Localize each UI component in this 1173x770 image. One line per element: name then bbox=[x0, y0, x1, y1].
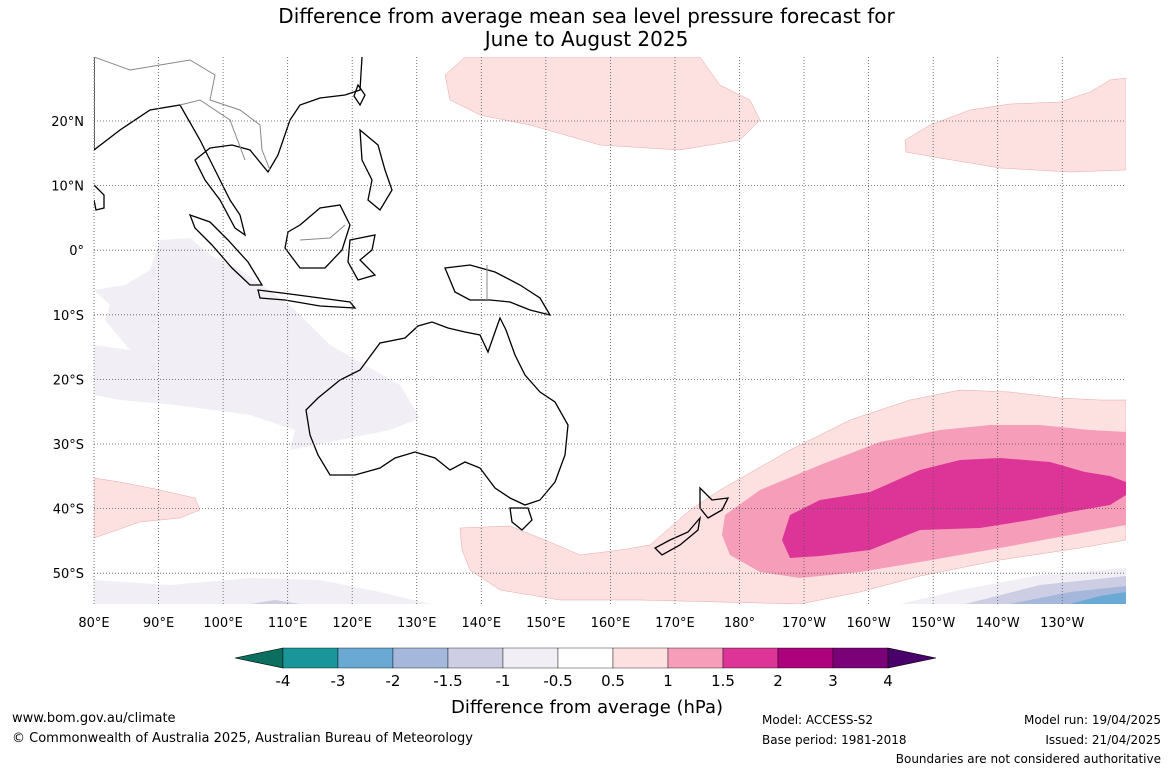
philippines-coastline bbox=[359, 128, 393, 211]
colorbar-tick-label: 3 bbox=[828, 672, 838, 690]
colorbar-bin bbox=[557, 647, 614, 669]
colorbar-tick-label: -2 bbox=[386, 672, 401, 690]
latitude-labels: 20°N 10°N 0° 10°S 20°S 30°S 40°S 50°S bbox=[51, 115, 84, 582]
issued-date: Issued: 21/04/2025 bbox=[1045, 733, 1161, 747]
neg-anomaly-indian-ocean bbox=[94, 238, 420, 450]
new-zealand-north-coastline bbox=[699, 486, 730, 519]
java-coastline bbox=[257, 289, 357, 309]
latitude-label: 0° bbox=[69, 244, 84, 259]
colorbar-bin bbox=[667, 647, 724, 669]
colorbar-under-arrow bbox=[234, 647, 284, 669]
colorbar-tick-label: -3 bbox=[331, 672, 346, 690]
pos-anomaly-north-pacific bbox=[444, 57, 761, 151]
neg-anomaly-southern-east-2 bbox=[1070, 592, 1126, 604]
mainland-se-asia-coastline bbox=[94, 57, 363, 237]
website-link[interactable]: www.bom.gov.au/climate bbox=[12, 711, 176, 726]
new-guinea-coastline bbox=[444, 264, 552, 317]
longitude-label: 80°E bbox=[78, 616, 109, 631]
colorbar-label: Difference from average (hPa) bbox=[451, 697, 723, 718]
graticule bbox=[93, 57, 1126, 604]
colorbar-bin bbox=[777, 647, 834, 669]
colorbar-tick-label: -4 bbox=[276, 672, 291, 690]
australia-coastline bbox=[305, 316, 569, 506]
colorbar-tick-label: -1.5 bbox=[433, 672, 462, 690]
longitude-label: 150°E bbox=[526, 616, 566, 631]
colorbar-over-arrow bbox=[887, 647, 937, 669]
longitude-label: 160°E bbox=[591, 616, 631, 631]
colorbar-bin bbox=[502, 647, 559, 669]
latitude-label: 30°S bbox=[53, 438, 84, 453]
longitude-label: 180° bbox=[724, 616, 755, 631]
colorbar-tick-label: 2 bbox=[773, 672, 783, 690]
colorbar-tick-label: -1 bbox=[496, 672, 511, 690]
new-zealand-south-coastline bbox=[653, 515, 702, 556]
colorbar-tick-label: 1 bbox=[663, 672, 673, 690]
latitude-label: 10°S bbox=[53, 309, 84, 324]
colorbar-bin bbox=[447, 647, 504, 669]
latitude-label: 50°S bbox=[53, 567, 84, 582]
base-period: Base period: 1981-2018 bbox=[762, 733, 907, 747]
longitude-label: 170°W bbox=[782, 616, 826, 631]
colorbar-bin bbox=[832, 647, 889, 669]
longitude-label: 140°E bbox=[462, 616, 502, 631]
sulawesi-coastline bbox=[347, 234, 377, 281]
model-run-date: Model run: 19/04/2025 bbox=[1023, 713, 1161, 727]
borneo-coastline bbox=[284, 204, 351, 269]
colorbar-tick-label: -0.5 bbox=[543, 672, 572, 690]
colorbar-bin bbox=[282, 647, 339, 669]
longitude-label: 140°W bbox=[976, 616, 1020, 631]
longitude-labels: 80°E 90°E 100°E 110°E 120°E 130°E 140°E 150°E 16… bbox=[78, 616, 1084, 631]
sumatra-coastline bbox=[188, 213, 264, 286]
country-borders bbox=[94, 57, 488, 300]
colorbar-tick-label: 1.5 bbox=[711, 672, 735, 690]
colorbar-bin bbox=[612, 647, 669, 669]
sri-lanka-coastline bbox=[94, 184, 105, 211]
longitude-label: 170°E bbox=[655, 616, 695, 631]
latitude-label: 40°S bbox=[53, 503, 84, 518]
latitude-label: 20°S bbox=[53, 373, 84, 388]
pos-anomaly-south-indian bbox=[94, 477, 201, 539]
latitude-label: 20°N bbox=[51, 115, 84, 130]
pos-anomaly-south-pacific-15 bbox=[782, 458, 1126, 558]
longitude-label: 150°W bbox=[911, 616, 955, 631]
longitude-label: 130°W bbox=[1040, 616, 1084, 631]
boundaries-disclaimer: Boundaries are not considered authoritat… bbox=[895, 752, 1161, 766]
tasmania-coastline bbox=[509, 507, 533, 531]
pos-anomaly-northeast-pacific bbox=[904, 77, 1126, 173]
latitude-label: 10°N bbox=[51, 180, 84, 195]
longitude-label: 110°E bbox=[268, 616, 308, 631]
colorbar: -4 -3 -2 -1.5 -1 -0.5 0.5 1 1.5 2 3 4 bbox=[234, 647, 937, 690]
longitude-label: 120°E bbox=[332, 616, 372, 631]
anomaly-shading bbox=[94, 57, 1126, 604]
model-name: Model: ACCESS-S2 bbox=[762, 713, 874, 727]
longitude-label: 160°W bbox=[847, 616, 891, 631]
colorbar-bin bbox=[392, 647, 449, 669]
colorbar-bin bbox=[722, 647, 779, 669]
colorbar-bin bbox=[337, 647, 394, 669]
longitude-label: 100°E bbox=[203, 616, 243, 631]
map-title-line1: Difference from average mean sea level p… bbox=[278, 4, 895, 28]
neg-anomaly-southern-west bbox=[94, 578, 430, 604]
colorbar-tick-label: 4 bbox=[883, 672, 893, 690]
coastlines bbox=[94, 57, 730, 556]
colorbar-tick-label: 0.5 bbox=[601, 672, 625, 690]
taiwan-coastline bbox=[353, 83, 366, 107]
longitude-label: 90°E bbox=[143, 616, 174, 631]
map-title-line2: June to August 2025 bbox=[484, 27, 689, 51]
longitude-label: 130°E bbox=[397, 616, 437, 631]
copyright-text: © Commonwealth of Australia 2025, Austra… bbox=[12, 731, 473, 746]
